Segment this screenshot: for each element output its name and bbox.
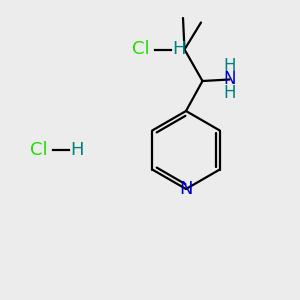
Text: H: H (70, 141, 83, 159)
Text: Cl: Cl (30, 141, 48, 159)
Text: Cl: Cl (132, 40, 150, 58)
Text: N: N (179, 180, 193, 198)
Text: H: H (223, 57, 236, 75)
Text: H: H (172, 40, 185, 58)
Text: H: H (223, 84, 236, 102)
Text: N: N (223, 70, 236, 88)
